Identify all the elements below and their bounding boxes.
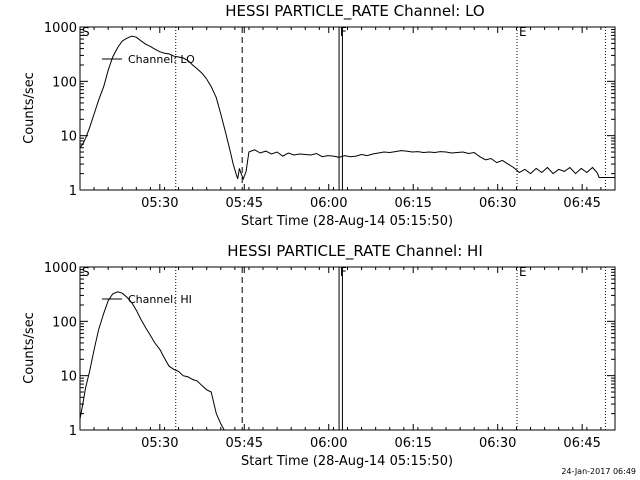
panel-lo-title: HESSI PARTICLE_RATE Channel: LO [225,2,484,21]
panel-hi-xtick-label: 05:30 [141,436,178,451]
timestamp: 24-Jan-2017 06:49 [561,467,636,476]
panel-lo-legend-label: Channel: LO [128,53,195,66]
panel-lo-ytick-label: 1000 [44,21,77,36]
panel-lo-marker-f: F [340,25,347,39]
panel-hi-xtick-label: 06:45 [563,436,600,451]
panel-lo-xtick-label: 06:15 [394,196,431,211]
panel-hi-ytick-label: 1 [69,424,77,439]
panel-hi: HESSI PARTICLE_RATE Channel: HI Counts/s… [22,242,616,469]
panel-lo-plot-frame [79,26,616,191]
panel-lo-legend: Channel: LO [102,53,195,66]
panel-lo-xtick-label: 06:30 [479,196,516,211]
panel-lo-marker-s: S [82,25,90,39]
panel-hi-xtick-label: 06:00 [310,436,347,451]
panel-lo-xticks: 05:30 05:45 06:00 06:15 06:30 06:45 [93,27,602,211]
panel-hi-ylabel: Counts/sec [22,312,37,384]
panel-lo-xtick-label: 06:00 [310,196,347,211]
panel-lo-ytick-label: 1 [69,184,77,199]
panel-lo-xtick-label: 05:30 [141,196,178,211]
panel-lo-ylabel: Counts/sec [22,72,37,144]
panel-hi-marker-f: F [340,265,347,279]
panel-hi-xlabel: Start Time (28-Aug-14 05:15:50) [241,454,453,469]
panel-hi-vlines [175,267,606,430]
panel-lo-xlabel: Start Time (28-Aug-14 05:15:50) [241,214,453,229]
panel-hi-marker-e: E [519,265,527,279]
panel-lo-xtick-label: 05:45 [226,196,263,211]
panel-hi-ytick-label: 100 [52,315,77,330]
panel-lo-ytick-label: 10 [60,130,77,145]
panel-hi-xtick-label: 06:15 [394,436,431,451]
panel-lo-marker-e: E [519,25,527,39]
panel-hi-ytick-label: 1000 [44,261,77,276]
panel-hi-marker-s: S [82,265,90,279]
panel-lo-series-line [79,35,615,181]
panel-lo-ytick-label: 100 [52,75,77,90]
panel-hi-xtick-label: 06:30 [479,436,516,451]
panel-hi-series-line [79,291,225,431]
panel-hi-legend: Channel: HI [102,293,192,306]
panel-lo: HESSI PARTICLE_RATE Channel: LO Counts/s… [22,2,616,229]
panel-lo-xtick-label: 06:45 [563,196,600,211]
panel-hi-title: HESSI PARTICLE_RATE Channel: HI [227,242,483,261]
panel-hi-plot-frame [79,266,616,431]
panel-lo-vlines [175,27,606,190]
panel-hi-legend-label: Channel: HI [128,293,192,306]
panel-hi-ytick-label: 10 [60,370,77,385]
panel-hi-xtick-label: 05:45 [226,436,263,451]
panel-lo-yticks: 1 10 100 1000 [44,21,615,199]
